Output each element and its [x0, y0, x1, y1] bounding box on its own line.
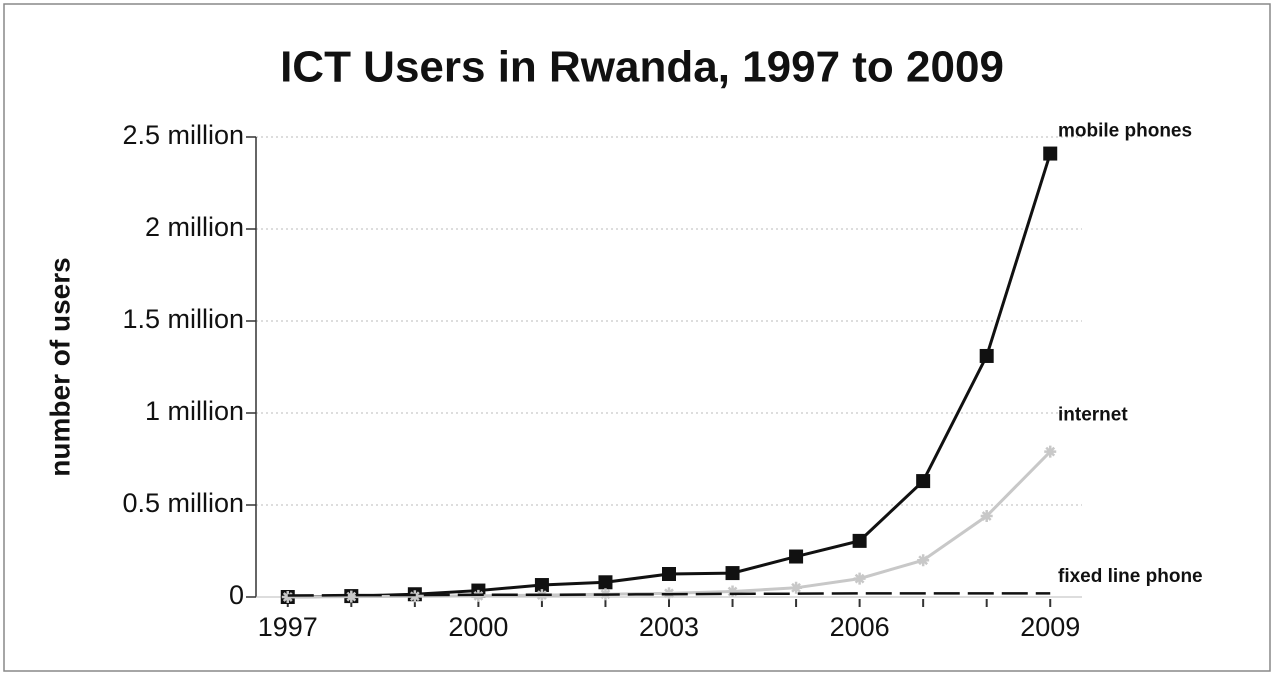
marker: [662, 567, 676, 581]
marker: [852, 533, 867, 548]
y-tick-label: 2.5 million: [122, 120, 244, 150]
x-tick-label: 1997: [258, 612, 318, 642]
marker: [917, 554, 930, 567]
marker: [534, 578, 549, 593]
marker: [789, 549, 804, 564]
x-tick-label: 2006: [830, 612, 890, 642]
y-tick-label: 0.5 million: [122, 488, 244, 518]
series-label: internet: [1058, 405, 1128, 426]
marker: [408, 590, 421, 603]
frame: [3, 3, 1271, 672]
series-label: mobile phones: [1058, 121, 1192, 142]
series-line: [287, 592, 1051, 597]
marker: [853, 572, 866, 585]
x-tick-label: 2009: [1020, 612, 1080, 642]
marker: [979, 348, 994, 363]
marker: [1043, 146, 1058, 161]
marker: [790, 581, 803, 594]
marker: [916, 474, 931, 489]
marker: [281, 591, 294, 603]
y-tick-label: 2 million: [145, 212, 244, 242]
x-tick-label: 2000: [448, 612, 508, 642]
marker: [726, 585, 739, 598]
y-tick-label: 1 million: [145, 396, 244, 426]
series-label: fixed line phone: [1058, 566, 1203, 587]
y-tick-label: 1.5 million: [122, 304, 244, 334]
marker: [598, 575, 613, 590]
chart-title: ICT Users in Rwanda, 1997 to 2009: [280, 43, 1004, 92]
marker: [345, 590, 358, 603]
series-line: [287, 153, 1052, 599]
x-tick-label: 2003: [639, 612, 699, 642]
marker: [1044, 445, 1057, 458]
y-tick-label: 0: [229, 580, 244, 610]
marker: [980, 510, 993, 523]
marker: [725, 566, 740, 581]
y-axis-label: number of users: [44, 257, 75, 476]
